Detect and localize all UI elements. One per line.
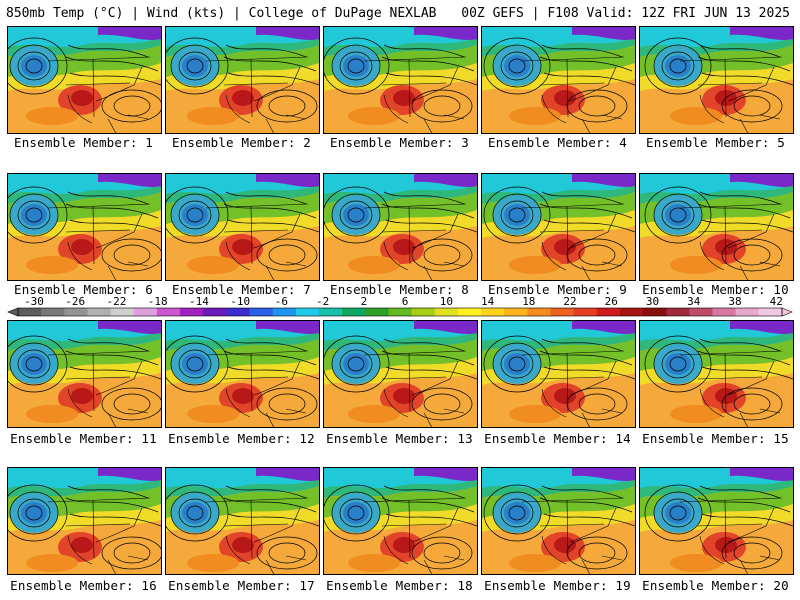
ensemble-member-map xyxy=(481,26,636,134)
colorbar-swatch xyxy=(87,308,112,316)
colorbar-swatch xyxy=(295,308,320,316)
colorbar-tick-label: 14 xyxy=(481,296,495,308)
colorbar-swatch xyxy=(643,308,667,316)
colorbar-tick-label: -30 xyxy=(24,296,44,308)
ensemble-member-label: Ensemble Member: 18 xyxy=(326,578,473,593)
colorbar-swatch xyxy=(434,308,459,316)
colorbar-swatch xyxy=(272,308,297,316)
ensemble-member-map xyxy=(7,467,162,575)
colorbar-tick-label: -10 xyxy=(230,296,250,308)
colorbar-swatch xyxy=(18,308,42,316)
colorbar-tick-label: 2 xyxy=(361,296,368,308)
ensemble-member-label: Ensemble Member: 1 xyxy=(13,135,154,150)
ensemble-member-label: Ensemble Member: 8 xyxy=(329,282,470,297)
ensemble-member-label: Ensemble Member: 2 xyxy=(171,135,312,150)
ensemble-member-label: Ensemble Member: 5 xyxy=(645,135,786,150)
ensemble-member-map xyxy=(323,26,478,134)
colorbar-swatch xyxy=(481,308,505,316)
colorbar-swatch xyxy=(457,308,482,316)
ensemble-member-map xyxy=(7,173,162,281)
colorbar-tick-label: 26 xyxy=(605,296,618,308)
ensemble-member-map xyxy=(7,320,162,428)
ensemble-member-map xyxy=(165,320,320,428)
colorbar-tick-label: -26 xyxy=(65,296,85,308)
ensemble-member-label: Ensemble Member: 3 xyxy=(329,135,470,150)
ensemble-member-label: Ensemble Member: 17 xyxy=(168,578,315,593)
ensemble-member-map xyxy=(323,173,478,281)
colorbar-tick-label: 18 xyxy=(522,296,535,308)
ensemble-member-map xyxy=(165,26,320,134)
ensemble-member-map xyxy=(481,320,636,428)
colorbar-tick-label: 6 xyxy=(402,296,409,308)
colorbar-tick-label: -6 xyxy=(275,296,288,308)
colorbar-tick-label: 30 xyxy=(646,296,659,308)
ensemble-member-map xyxy=(639,173,794,281)
colorbar-swatch xyxy=(573,308,598,316)
ensemble-member-label: Ensemble Member: 6 xyxy=(13,282,154,297)
colorbar-tick-label: 22 xyxy=(563,296,576,308)
ensemble-member-map xyxy=(639,467,794,575)
colorbar-tick-label: -18 xyxy=(148,296,168,308)
colorbar-swatch xyxy=(689,308,714,316)
colorbar-swatch xyxy=(411,308,436,316)
temperature-colorbar: -30 -26 -22 -18 -14 -10 -6 -2 2 6 10 14 18 22 26 30 34 38… xyxy=(7,296,793,317)
ensemble-member-map xyxy=(323,320,478,428)
ensemble-member-map xyxy=(639,26,794,134)
colorbar-outline xyxy=(17,307,783,317)
ensemble-member-label: Ensemble Member: 14 xyxy=(484,431,631,446)
ensemble-member-map xyxy=(323,467,478,575)
colorbar-tick-label: 34 xyxy=(687,296,701,308)
colorbar-swatch xyxy=(596,308,621,316)
ensemble-member-label: Ensemble Member: 11 xyxy=(10,431,157,446)
colorbar-swatch xyxy=(735,308,760,316)
colorbar-tick-label: -14 xyxy=(189,296,209,308)
ensemble-member-map xyxy=(639,320,794,428)
colorbar-swatch xyxy=(666,308,690,316)
ensemble-member-map xyxy=(165,173,320,281)
ensemble-member-label: Ensemble Member: 10 xyxy=(642,282,789,297)
map-title: 850mb Temp (°C) | Wind (kts) | College o… xyxy=(6,6,437,21)
colorbar-swatch xyxy=(133,308,158,316)
colorbar-swatch xyxy=(110,308,135,316)
ensemble-member-label: Ensemble Member: 4 xyxy=(487,135,628,150)
ensemble-member-label: Ensemble Member: 16 xyxy=(10,578,157,593)
colorbar-swatch xyxy=(64,308,89,316)
ensemble-member-label: Ensemble Member: 9 xyxy=(487,282,628,297)
colorbar-tick-label: -2 xyxy=(316,296,329,308)
colorbar-swatch xyxy=(249,308,274,316)
colorbar-swatch xyxy=(226,308,251,316)
ensemble-member-map xyxy=(165,467,320,575)
ensemble-member-label: Ensemble Member: 13 xyxy=(326,431,473,446)
colorbar-tick-label: 38 xyxy=(728,296,741,308)
colorbar-swatch xyxy=(342,308,366,316)
run-valid-time: 00Z GEFS | F108 Valid: 12Z FRI JUN 13 20… xyxy=(461,6,790,21)
colorbar-swatch xyxy=(388,308,413,316)
colorbar-high-arrow xyxy=(781,307,793,317)
colorbar-swatch xyxy=(712,308,737,316)
ensemble-member-label: Ensemble Member: 15 xyxy=(642,431,789,446)
ensemble-member-map xyxy=(481,173,636,281)
ensemble-member-map xyxy=(7,26,162,134)
colorbar-swatch xyxy=(527,308,552,316)
colorbar-swatch xyxy=(180,308,204,316)
colorbar-swatch xyxy=(41,308,65,316)
colorbar-swatch xyxy=(504,308,528,316)
ensemble-member-label: Ensemble Member: 7 xyxy=(171,282,312,297)
colorbar-swatch xyxy=(156,308,181,316)
colorbar-swatch xyxy=(550,308,575,316)
ensemble-member-label: Ensemble Member: 12 xyxy=(168,431,315,446)
colorbar-low-arrow xyxy=(7,307,19,317)
colorbar-tick-label: 42 xyxy=(770,296,783,308)
ensemble-member-label: Ensemble Member: 19 xyxy=(484,578,631,593)
colorbar-tick-label: -22 xyxy=(107,296,127,308)
colorbar-swatch xyxy=(619,308,644,316)
colorbar-swatch xyxy=(203,308,227,316)
ensemble-member-map xyxy=(481,467,636,575)
colorbar-swatch xyxy=(318,308,343,316)
colorbar-swatch xyxy=(758,308,783,316)
colorbar-tick-label: 10 xyxy=(440,296,453,308)
colorbar-swatch xyxy=(365,308,390,316)
ensemble-member-label: Ensemble Member: 20 xyxy=(642,578,789,593)
